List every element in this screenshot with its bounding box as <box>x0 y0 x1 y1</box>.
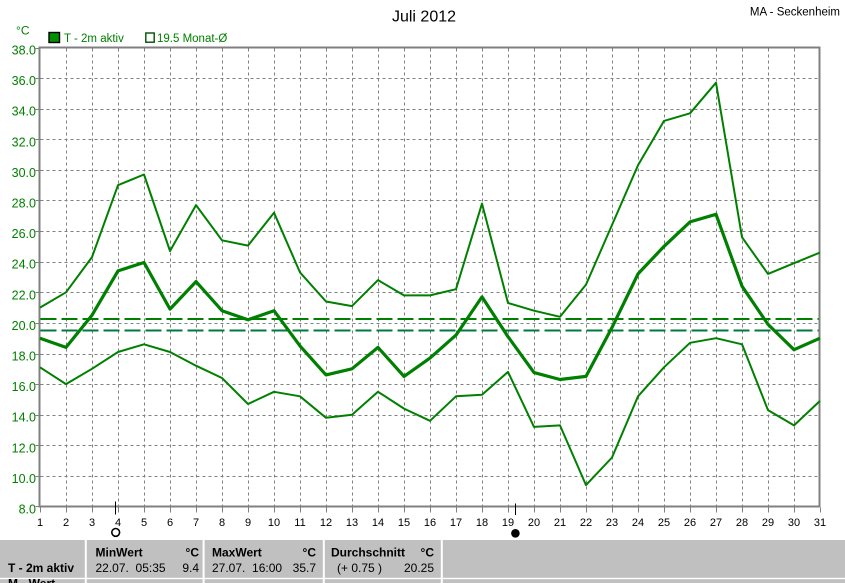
svg-text:22.07. 05:35: 22.07. 05:35 <box>96 561 166 575</box>
svg-text:31: 31 <box>814 517 826 529</box>
svg-text:22: 22 <box>580 517 592 529</box>
svg-text:M - Wert: M - Wert <box>8 577 55 583</box>
svg-text:19: 19 <box>502 517 514 529</box>
svg-text:36.0: 36.0 <box>12 74 36 88</box>
svg-text:24.0: 24.0 <box>12 258 36 272</box>
svg-text:34.0: 34.0 <box>12 105 36 119</box>
svg-text:28: 28 <box>736 517 748 529</box>
svg-text:28.0: 28.0 <box>12 197 36 211</box>
svg-text:Durchschnitt: Durchschnitt <box>331 546 405 560</box>
svg-text:8.0: 8.0 <box>19 503 36 517</box>
svg-text:Juli 2012: Juli 2012 <box>392 9 456 26</box>
svg-text:6: 6 <box>167 517 173 529</box>
svg-text:°C: °C <box>186 546 200 560</box>
svg-text:15: 15 <box>398 517 410 529</box>
svg-text:°C: °C <box>421 546 435 560</box>
svg-text:30: 30 <box>788 517 800 529</box>
svg-text:°C: °C <box>303 546 317 560</box>
svg-text:MaxWert: MaxWert <box>212 546 262 560</box>
svg-text:16: 16 <box>424 517 436 529</box>
svg-text:21: 21 <box>554 517 566 529</box>
svg-text:14.0: 14.0 <box>12 411 36 425</box>
svg-text:7: 7 <box>193 517 199 529</box>
svg-text:5: 5 <box>141 517 147 529</box>
svg-text:18: 18 <box>476 517 488 529</box>
svg-text:MinWert: MinWert <box>96 546 143 560</box>
svg-text:8: 8 <box>219 517 225 529</box>
svg-text:16.0: 16.0 <box>12 380 36 394</box>
svg-text:2: 2 <box>63 517 69 529</box>
svg-text:29: 29 <box>762 517 774 529</box>
svg-text:°C: °C <box>16 24 30 38</box>
svg-text:T - 2m aktiv: T - 2m aktiv <box>8 561 74 575</box>
svg-text:32.0: 32.0 <box>12 135 36 149</box>
svg-text:17: 17 <box>450 517 462 529</box>
svg-text:20.0: 20.0 <box>12 319 36 333</box>
svg-text:11: 11 <box>294 517 305 529</box>
svg-text:12: 12 <box>320 517 332 529</box>
svg-text:9.4: 9.4 <box>182 561 199 575</box>
svg-text:19.5 Monat-Ø: 19.5 Monat-Ø <box>157 33 227 45</box>
svg-text:26: 26 <box>684 517 696 529</box>
svg-text:14: 14 <box>372 517 384 529</box>
svg-text:13: 13 <box>346 517 358 529</box>
svg-text:22.0: 22.0 <box>12 288 36 302</box>
svg-text:MA - Seckenheim: MA - Seckenheim <box>750 7 840 19</box>
svg-text:10.0: 10.0 <box>12 472 36 486</box>
svg-text:30.0: 30.0 <box>12 166 36 180</box>
svg-text:9: 9 <box>245 517 251 529</box>
svg-text:20: 20 <box>528 517 540 529</box>
svg-text:18.0: 18.0 <box>12 350 36 364</box>
svg-text:27.07. 16:00: 27.07. 16:00 <box>212 561 282 575</box>
svg-text:T - 2m aktiv: T - 2m aktiv <box>64 33 124 45</box>
svg-text:23: 23 <box>606 517 618 529</box>
svg-text:(+ 0.75 ): (+ 0.75 ) <box>337 561 382 575</box>
svg-text:12.0: 12.0 <box>12 441 36 455</box>
svg-text:4: 4 <box>115 517 121 529</box>
svg-text:25: 25 <box>658 517 670 529</box>
svg-text:27: 27 <box>710 517 722 529</box>
svg-text:26.0: 26.0 <box>12 227 36 241</box>
svg-text:3: 3 <box>89 517 95 529</box>
svg-text:35.7: 35.7 <box>293 561 317 575</box>
svg-text:10: 10 <box>268 517 280 529</box>
svg-text:1: 1 <box>37 517 43 529</box>
svg-text:38.0: 38.0 <box>12 44 36 58</box>
svg-text:24: 24 <box>632 517 644 529</box>
svg-text:20.25: 20.25 <box>404 561 434 575</box>
